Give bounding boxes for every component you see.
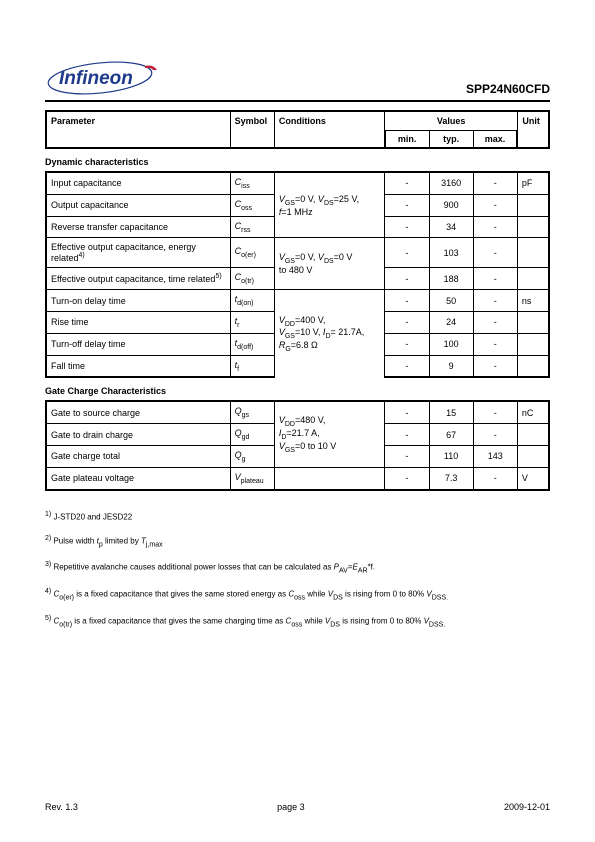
footnote-5: 5) Co(tr) is a fixed capacitance that gi… — [45, 613, 550, 632]
th-typ: typ. — [429, 131, 473, 149]
th-parameter: Parameter — [46, 111, 230, 148]
footer: Rev. 1.3 page 3 2009-12-01 — [45, 802, 550, 812]
th-max: max. — [473, 131, 517, 149]
symbol-cell: Ciss — [230, 172, 274, 194]
th-min: min. — [385, 131, 429, 149]
th-unit: Unit — [517, 111, 549, 148]
conditions-cell: VDD=400 V, VGS=10 V, ID= 21.7A, RG=6.8 Ω — [274, 290, 384, 378]
part-number: SPP24N60CFD — [466, 82, 550, 98]
footnote-3: 3) Repetitive avalanche causes additiona… — [45, 559, 550, 578]
th-conditions: Conditions — [274, 111, 384, 148]
table-row: Effective output capacitance, energy rel… — [46, 238, 549, 268]
logo-text: Infineon — [59, 68, 133, 89]
th-values: Values — [385, 111, 518, 131]
header-table: Parameter Symbol Conditions Values Unit … — [45, 110, 550, 149]
footer-rev: Rev. 1.3 — [45, 802, 78, 812]
param-cell: Input capacitance — [46, 172, 230, 194]
typ-cell: 3160 — [429, 172, 473, 194]
section-dynamic: Dynamic characteristics — [45, 149, 550, 171]
logo: Infineon — [45, 60, 175, 98]
conditions-cell: VGS=0 V, VDS=25 V, f=1 MHz — [274, 172, 384, 238]
dynamic-table: Input capacitance Ciss VGS=0 V, VDS=25 V… — [45, 171, 550, 378]
footnote-1: 1) J-STD20 and JESD22 — [45, 509, 550, 525]
conditions-cell: VDD=480 V, ID=21.7 A, VGS=0 to 10 V — [274, 401, 384, 467]
conditions-cell: VGS=0 V, VDS=0 V to 480 V — [274, 238, 384, 290]
min-cell: - — [385, 172, 429, 194]
table-row: Input capacitance Ciss VGS=0 V, VDS=25 V… — [46, 172, 549, 194]
footnote-2: 2) Pulse width tp limited by Tj,max — [45, 533, 550, 552]
section-gate: Gate Charge Characteristics — [45, 378, 550, 400]
footer-date: 2009-12-01 — [504, 802, 550, 812]
table-row: Gate plateau voltage Vplateau - 7.3 - V — [46, 467, 549, 489]
footnotes: 1) J-STD20 and JESD22 2) Pulse width tp … — [45, 509, 550, 632]
footnote-4: 4) Co(er) is a fixed capacitance that gi… — [45, 586, 550, 605]
table-row: Turn-on delay time td(on) VDD=400 V, VGS… — [46, 290, 549, 312]
max-cell: - — [473, 172, 517, 194]
header: Infineon SPP24N60CFD — [45, 60, 550, 102]
footer-page: page 3 — [277, 802, 305, 812]
unit-cell: pF — [517, 172, 549, 194]
gate-table: Gate to source charge Qgs VDD=480 V, ID=… — [45, 400, 550, 490]
th-symbol: Symbol — [230, 111, 274, 148]
table-row: Gate to source charge Qgs VDD=480 V, ID=… — [46, 401, 549, 423]
